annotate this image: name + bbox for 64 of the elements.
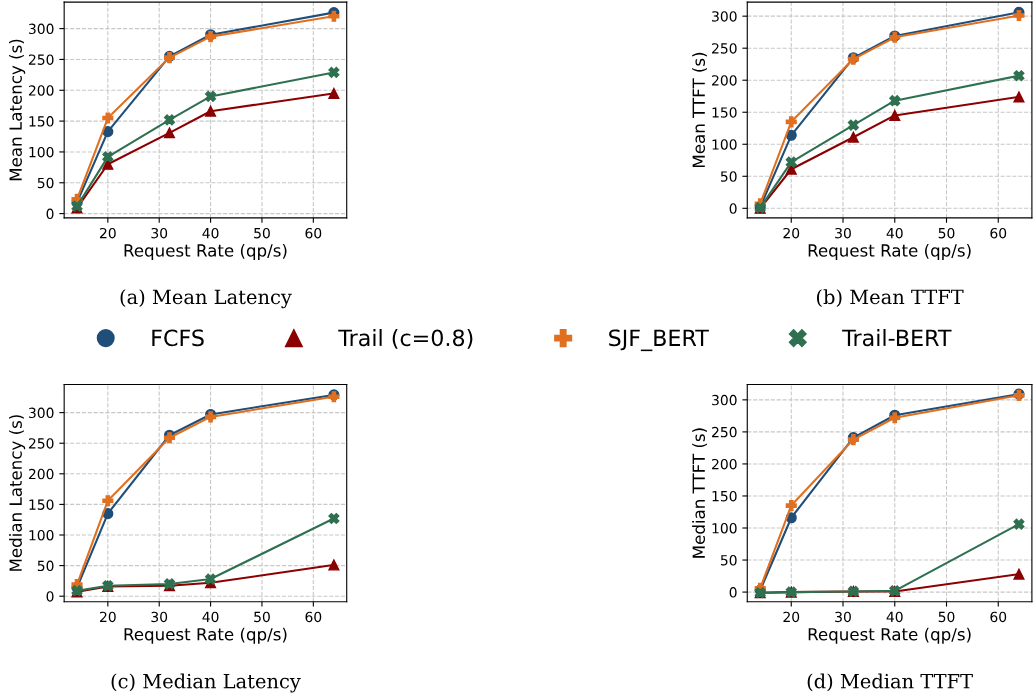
y-tick-label: 150 <box>712 107 737 118</box>
x-axis-title: Request Rate (qp/s) <box>124 243 287 260</box>
y-tick-label: 300 <box>712 11 737 22</box>
x-axis-title: Request Rate (qp/s) <box>808 243 971 260</box>
y-tick-label: 0 <box>729 203 737 214</box>
x-tick-label: 40 <box>886 227 903 239</box>
legend-label: SJF_BERT <box>609 329 709 352</box>
x-tick-label: 60 <box>305 611 322 623</box>
y-tick-label: 250 <box>712 426 737 438</box>
y-tick-label: 100 <box>29 146 54 158</box>
y-tick-label: 100 <box>29 529 54 541</box>
x-tick-label: 30 <box>835 227 851 239</box>
y-axis-title: Mean TTFT (s) <box>692 52 707 167</box>
y-tick-label: 50 <box>37 177 54 189</box>
x-tick-label: 40 <box>202 227 219 239</box>
y-axis-title: Mean Latency (s) <box>9 39 26 181</box>
text: (d) Median TTFT <box>807 673 973 692</box>
x-tick-label: 40 <box>202 611 219 623</box>
y-axis-title: Median Latency (s) <box>9 415 26 571</box>
x-tick-label: 60 <box>305 227 322 239</box>
x-axis-title: Request Rate (qp/s) <box>808 627 971 644</box>
x-tick-label: 30 <box>151 611 168 623</box>
y-tick-label: 0 <box>729 587 737 598</box>
y-axis-title: Median TTFT (s) <box>692 428 707 558</box>
text: (b) Mean TTFT <box>816 289 964 307</box>
y-tick-label: 200 <box>712 75 737 86</box>
x-tick-label: 30 <box>835 611 851 623</box>
y-tick-label: 250 <box>28 438 54 449</box>
x-tick-label: 50 <box>938 611 955 623</box>
x-tick-label: 60 <box>990 227 1007 239</box>
x-tick-label: 20 <box>100 611 116 623</box>
legend-label: Trail-BERT <box>842 329 952 347</box>
x-tick-label: 50 <box>938 227 955 239</box>
y-tick-label: 300 <box>712 394 737 406</box>
x-tick-label: 30 <box>151 227 168 239</box>
y-tick-label: 50 <box>720 555 737 566</box>
y-tick-label: 0 <box>46 591 54 602</box>
x-axis-title: Request Rate (qp/s) <box>124 627 287 644</box>
y-tick-label: 200 <box>712 458 737 470</box>
x-tick-label: 50 <box>254 611 270 623</box>
y-tick-label: 100 <box>712 139 737 150</box>
y-tick-label: 300 <box>29 407 54 419</box>
y-tick-label: 50 <box>37 560 54 572</box>
y-tick-label: 150 <box>29 116 54 127</box>
y-tick-label: 250 <box>28 54 54 65</box>
x-tick-label: 60 <box>990 611 1007 623</box>
x-tick-label: 20 <box>100 227 116 239</box>
text: (c) Median Latency <box>111 673 301 693</box>
y-tick-label: 200 <box>28 85 54 96</box>
x-tick-label: 50 <box>254 227 270 239</box>
text: (a) Mean Latency <box>120 289 292 309</box>
y-tick-label: 50 <box>720 171 737 182</box>
y-tick-label: 150 <box>712 490 737 502</box>
x-tick-label: 40 <box>886 611 903 623</box>
y-tick-label: 250 <box>712 43 737 54</box>
y-tick-label: 300 <box>29 23 54 35</box>
y-tick-label: 200 <box>28 468 54 480</box>
y-tick-label: 150 <box>29 499 54 510</box>
y-tick-label: 100 <box>712 522 737 534</box>
legend-label: FCFS <box>152 329 204 347</box>
legend-label: Trail (c=0.8) <box>338 329 473 349</box>
x-tick-label: 20 <box>783 611 800 623</box>
x-tick-label: 20 <box>783 227 800 239</box>
y-tick-label: 0 <box>46 208 54 220</box>
